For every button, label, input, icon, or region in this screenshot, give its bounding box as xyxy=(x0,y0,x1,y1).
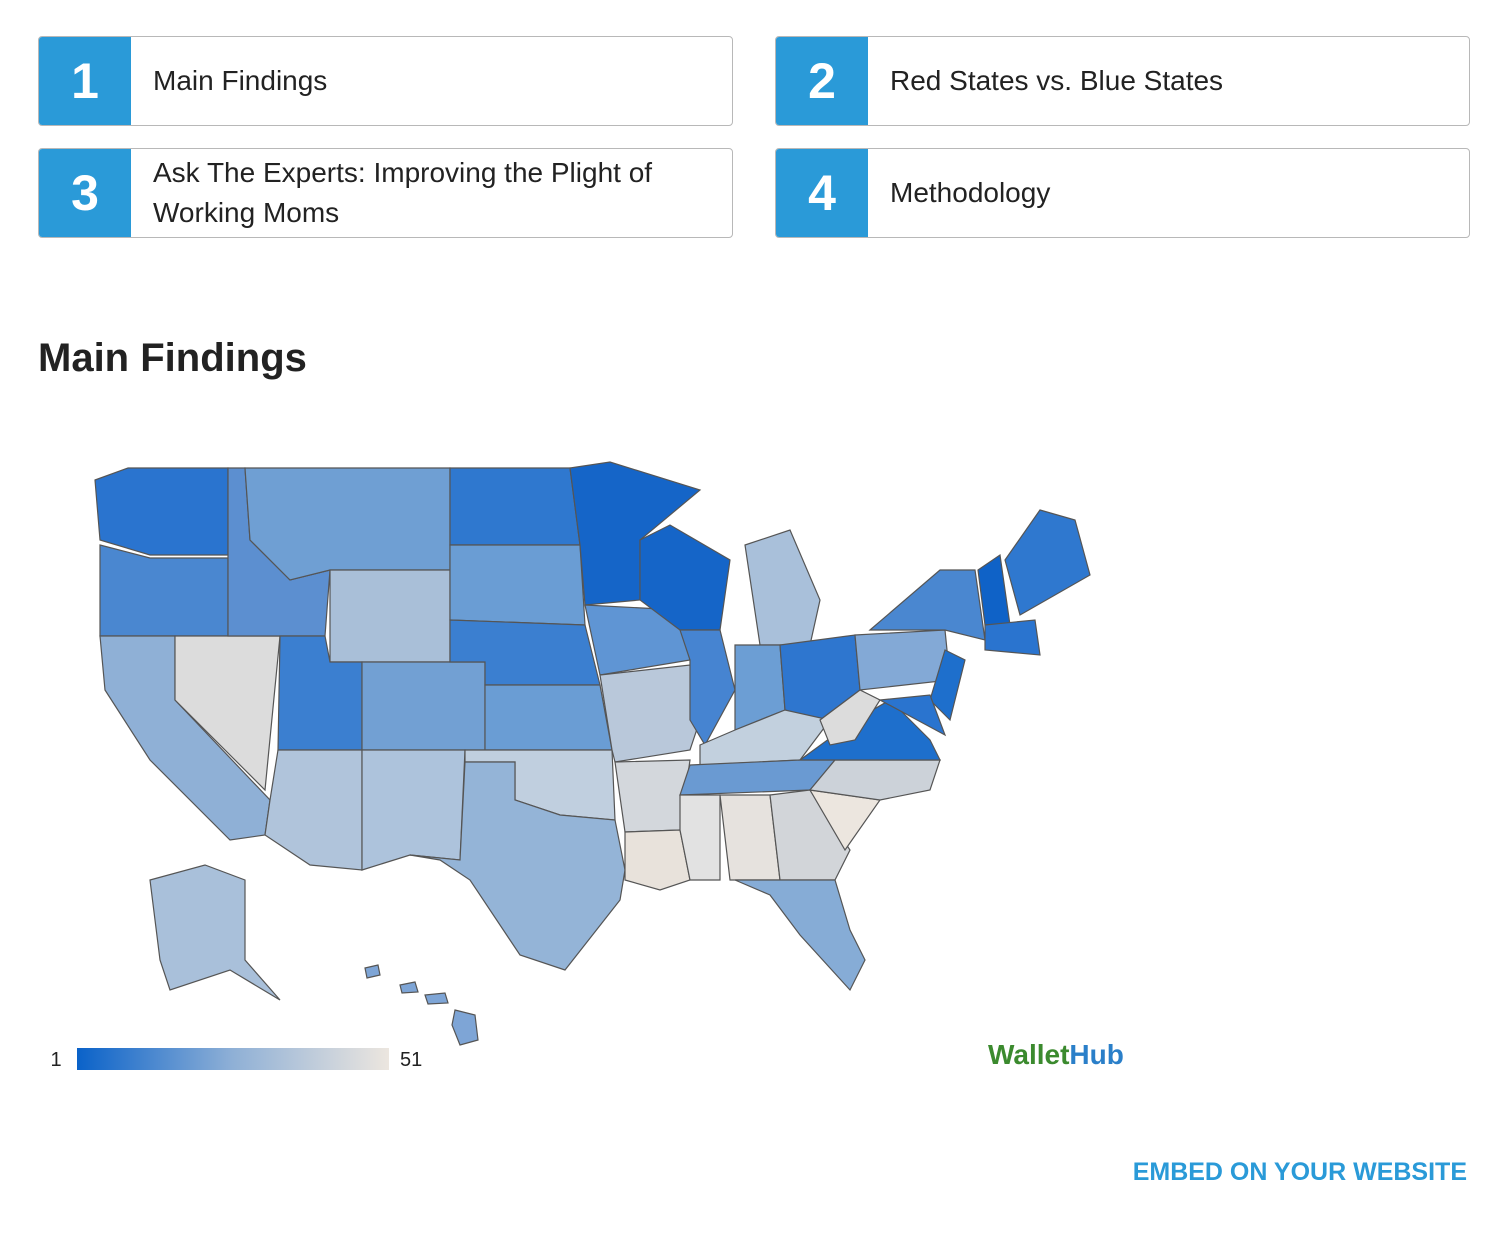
state xyxy=(624,829,691,891)
state xyxy=(329,569,451,663)
brand-logo: WalletHub xyxy=(988,1039,1124,1070)
state xyxy=(877,694,947,737)
legend-gradient xyxy=(77,1048,389,1070)
nav-number: 4 xyxy=(776,149,868,237)
state xyxy=(99,544,229,637)
state xyxy=(614,759,691,833)
state xyxy=(977,553,1011,626)
state xyxy=(244,467,451,581)
state xyxy=(769,789,851,881)
nav-item[interactable]: 2 Red States vs. Blue States xyxy=(775,36,1470,126)
state xyxy=(149,864,281,1001)
nav-label: Red States vs. Blue States xyxy=(890,65,1224,96)
state xyxy=(868,569,986,641)
state xyxy=(364,964,381,979)
nav-number: 1 xyxy=(39,37,131,125)
legend-max: 51 xyxy=(400,1049,422,1071)
brand-second: Hub xyxy=(1069,1039,1123,1070)
nav-item[interactable]: 3 Ask The Experts: Improving the Plight o… xyxy=(38,148,733,238)
section-nav: 1 Main Findings 2 Red States vs. Blue State… xyxy=(38,36,1470,238)
state xyxy=(484,684,613,751)
legend-min: 1 xyxy=(50,1049,61,1071)
nav-label: Methodology xyxy=(890,177,1051,208)
nav-label: Main Findings xyxy=(153,65,328,96)
state xyxy=(744,529,821,646)
state xyxy=(409,761,626,971)
nav-label: Ask The Experts: Improving the Plight of… xyxy=(153,157,653,228)
state xyxy=(361,661,486,751)
state xyxy=(424,992,449,1005)
state xyxy=(819,689,881,746)
state xyxy=(399,981,419,994)
state xyxy=(734,879,866,992)
state xyxy=(929,649,966,722)
state xyxy=(599,664,701,763)
nav-number: 3 xyxy=(39,149,131,237)
state xyxy=(984,619,1041,656)
state xyxy=(361,749,466,871)
state xyxy=(451,1009,479,1046)
nav-number: 2 xyxy=(776,37,868,125)
embed-link[interactable]: EMBED ON YOUR WEBSITE xyxy=(1132,1158,1467,1186)
state xyxy=(449,467,581,546)
state xyxy=(449,544,586,626)
state xyxy=(1004,509,1091,616)
state xyxy=(94,467,229,556)
nav-item[interactable]: 4 Methodology xyxy=(775,148,1470,238)
section-title: Main Findings xyxy=(38,336,307,380)
state xyxy=(679,794,721,881)
brand-first: Wallet xyxy=(988,1039,1069,1070)
nav-item[interactable]: 1 Main Findings xyxy=(38,36,733,126)
state xyxy=(264,749,363,871)
